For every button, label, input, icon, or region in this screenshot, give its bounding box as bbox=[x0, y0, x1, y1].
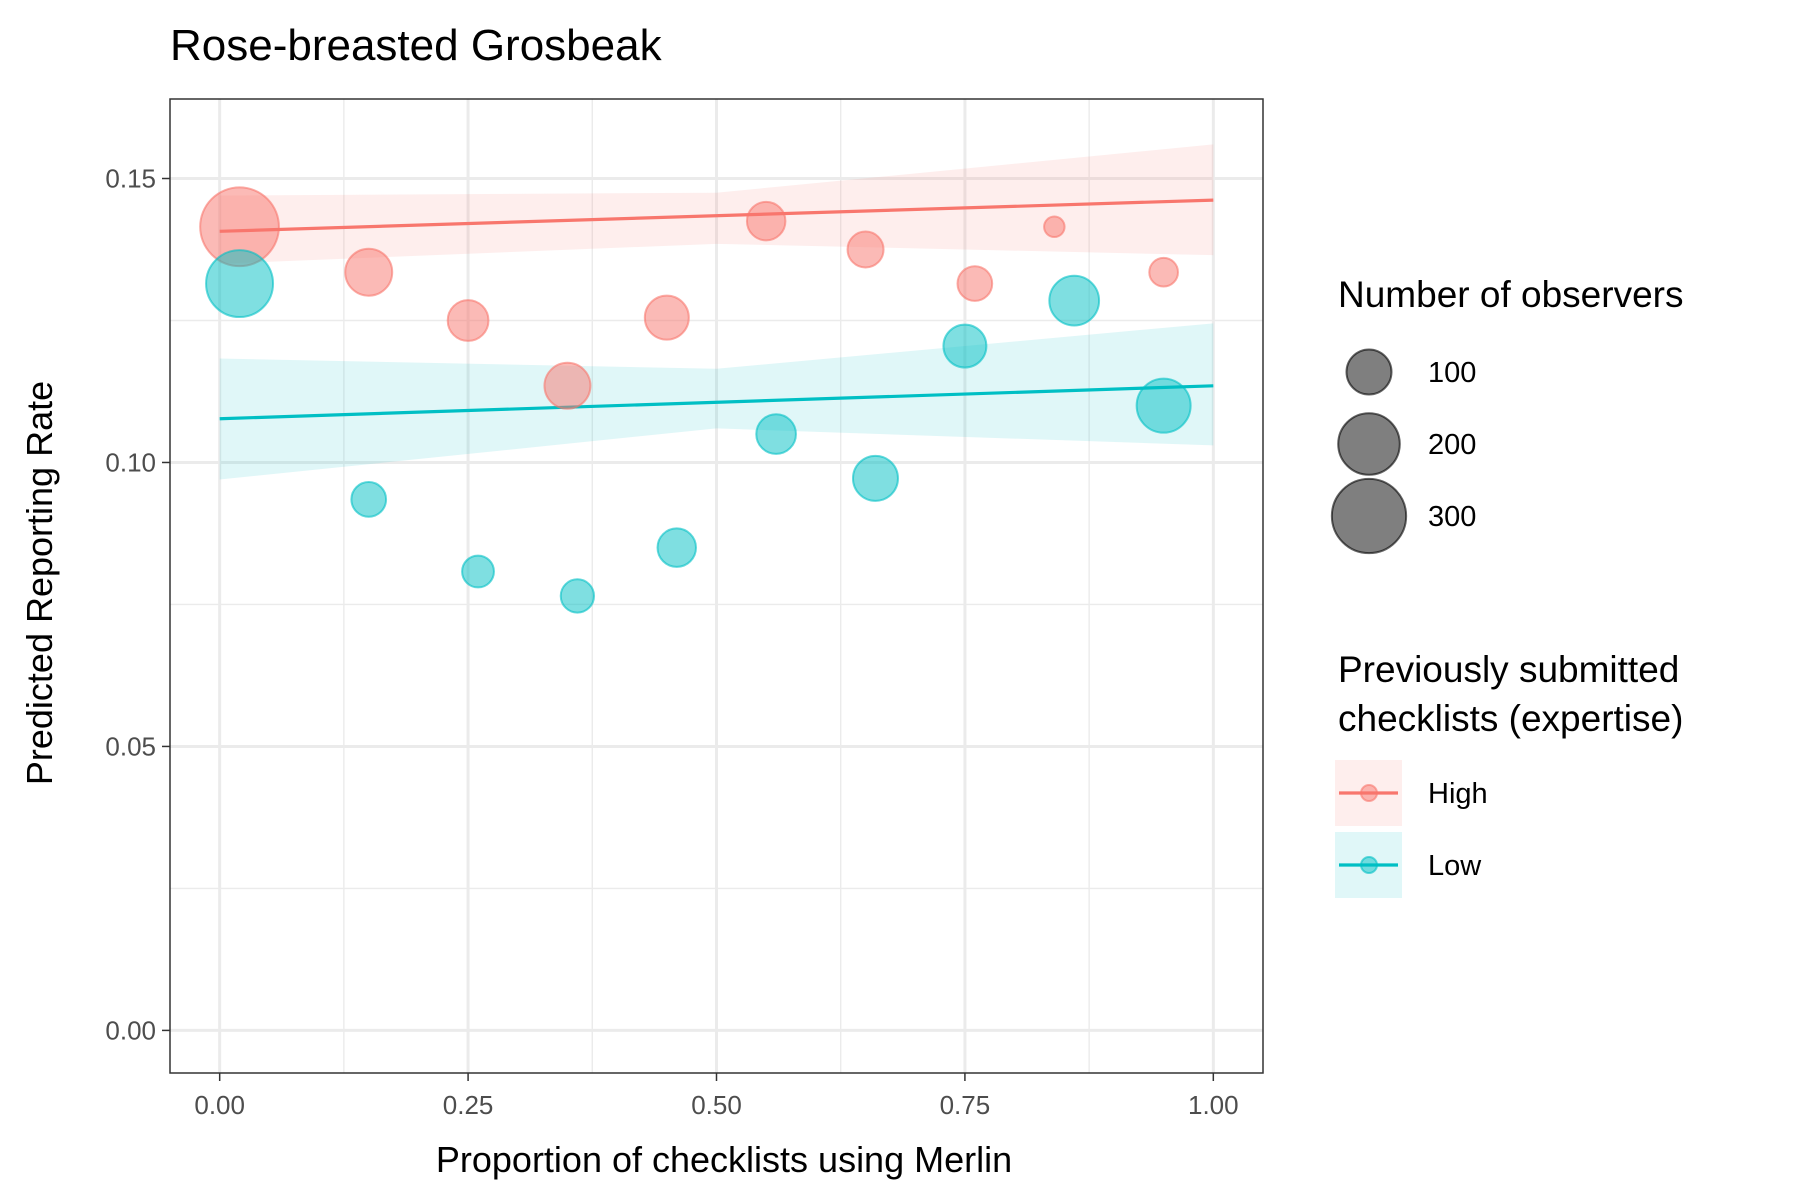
color-legend-key-point-high bbox=[1360, 784, 1378, 802]
x-tick-label: 0.25 bbox=[443, 1090, 494, 1120]
x-tick-label: 1.00 bbox=[1188, 1090, 1239, 1120]
fit-lines bbox=[219, 198, 1214, 421]
color-legend-title-line2: checklists (expertise) bbox=[1338, 698, 1683, 739]
fit-line-low bbox=[219, 384, 1214, 421]
x-tick-label: 0.00 bbox=[194, 1090, 245, 1120]
size-legend-key-100 bbox=[1345, 348, 1393, 396]
data-point-low bbox=[656, 527, 697, 568]
y-tick-label: 0.15 bbox=[105, 164, 156, 194]
data-point-low bbox=[559, 578, 596, 614]
data-point-high bbox=[643, 294, 690, 341]
color-legend-title-line1: Previously submitted bbox=[1338, 649, 1679, 690]
plot-area bbox=[169, 98, 1264, 1074]
data-point-high bbox=[1043, 215, 1066, 239]
size-legend: Number of observers 100 200 300 bbox=[1330, 274, 1683, 555]
data-point-low bbox=[1135, 377, 1192, 434]
x-axis-title: Proportion of checklists using Merlin bbox=[436, 1139, 1012, 1180]
chart-title: Rose-breasted Grosbeak bbox=[170, 21, 663, 70]
data-point-low bbox=[205, 249, 275, 319]
color-legend-label-low: Low bbox=[1428, 850, 1482, 882]
size-legend-title: Number of observers bbox=[1338, 274, 1683, 315]
confidence-band-high bbox=[219, 144, 1214, 264]
y-tick-label: 0.10 bbox=[105, 447, 156, 477]
size-legend-key-200 bbox=[1337, 412, 1401, 476]
color-legend-key-point-low bbox=[1360, 856, 1378, 874]
data-point-low bbox=[942, 323, 988, 369]
color-legend: Previously submitted checklists (experti… bbox=[1335, 649, 1683, 898]
y-tick-label: 0.00 bbox=[105, 1015, 156, 1045]
x-tick-label: 0.75 bbox=[940, 1090, 991, 1120]
data-point-high bbox=[956, 265, 994, 302]
data-point-low bbox=[461, 554, 495, 589]
size-legend-label-100: 100 bbox=[1428, 357, 1476, 389]
data-point-high bbox=[543, 361, 592, 410]
data-point-high bbox=[1148, 256, 1179, 288]
data-point-high bbox=[446, 299, 490, 342]
size-legend-label-200: 200 bbox=[1428, 429, 1476, 461]
data-points bbox=[199, 186, 1192, 614]
color-legend-label-high: High bbox=[1428, 778, 1488, 810]
size-legend-label-300: 300 bbox=[1428, 501, 1476, 533]
y-tick-label: 0.05 bbox=[105, 731, 156, 761]
y-axis: 0.00 0.05 0.10 0.15 bbox=[105, 164, 170, 1045]
data-point-high bbox=[745, 200, 787, 242]
data-point-high bbox=[344, 247, 394, 297]
data-point-high bbox=[846, 230, 885, 269]
size-legend-key-300 bbox=[1330, 477, 1408, 555]
fit-line-high bbox=[219, 198, 1214, 233]
y-axis-title: Predicted Reporting Rate bbox=[19, 381, 60, 785]
x-axis: 0.00 0.25 0.50 0.75 1.00 bbox=[194, 1073, 1239, 1120]
data-point-low bbox=[755, 413, 797, 455]
data-point-low bbox=[1048, 274, 1101, 327]
data-point-low bbox=[851, 454, 899, 502]
data-point-low bbox=[350, 481, 388, 518]
x-tick-label: 0.50 bbox=[691, 1090, 742, 1120]
